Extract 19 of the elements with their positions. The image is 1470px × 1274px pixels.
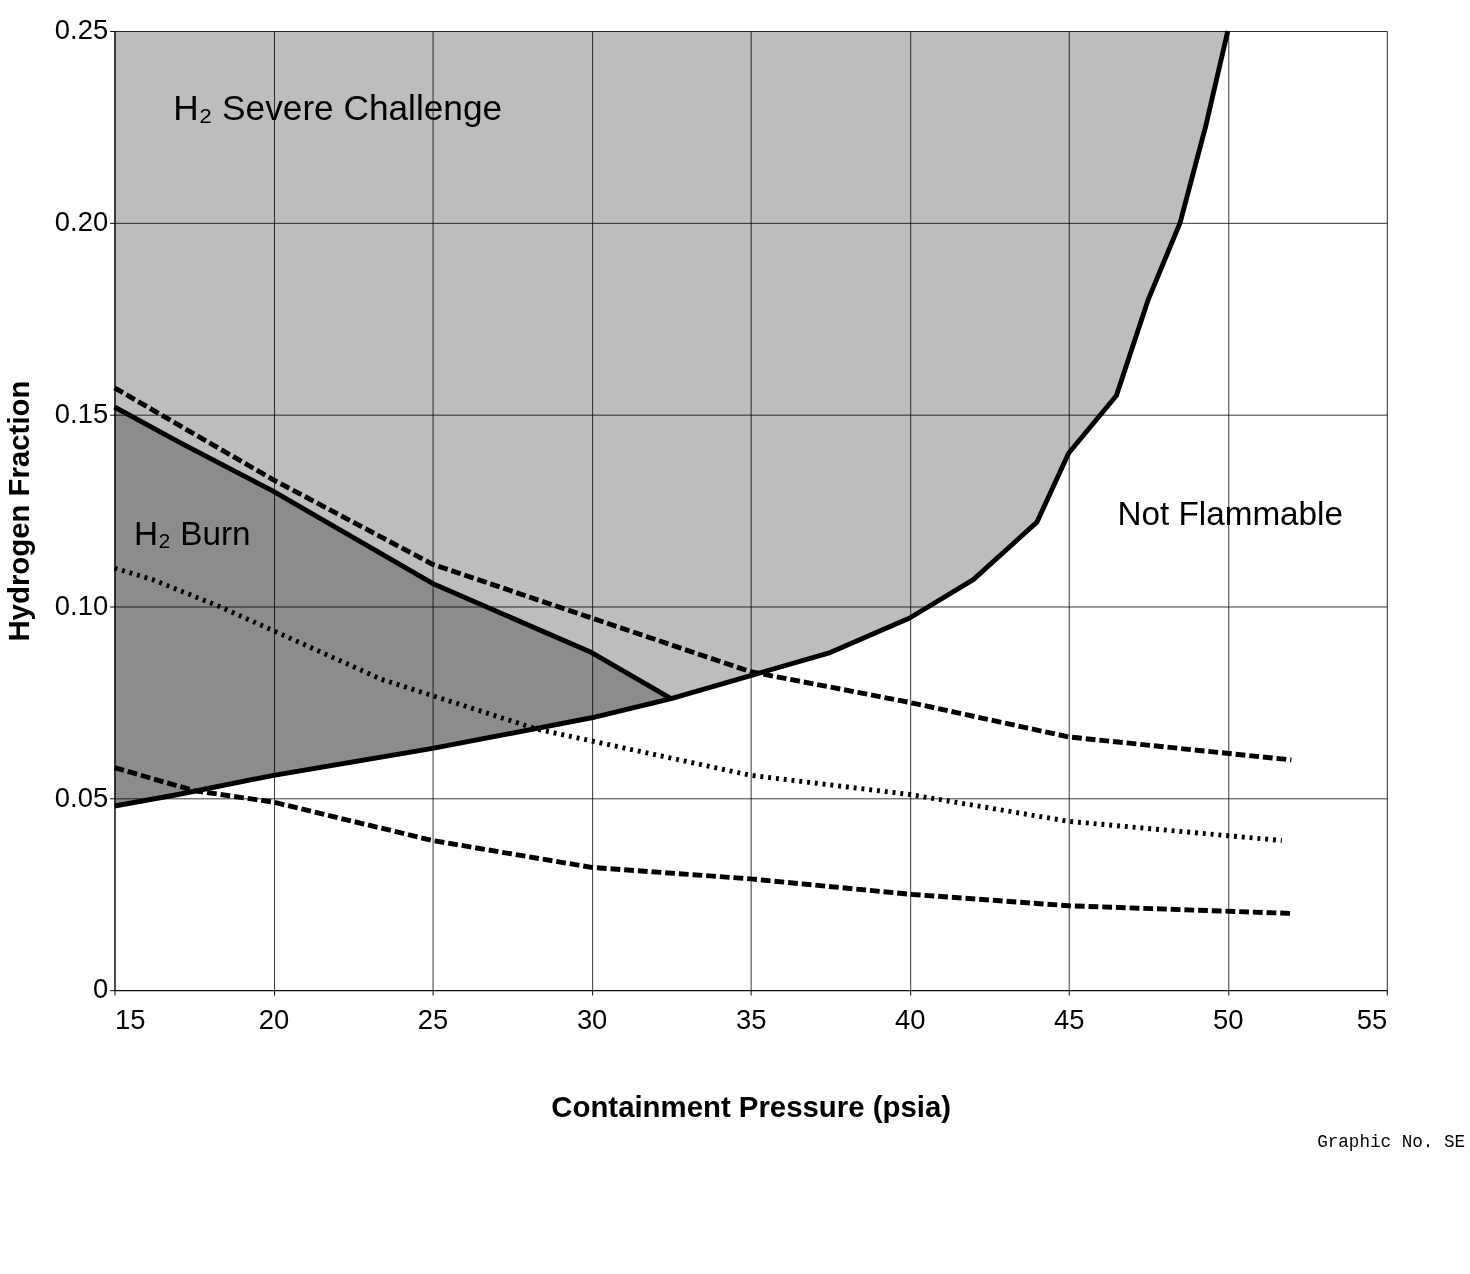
x-tick-label: 45 [1053,1003,1085,1035]
y-tick-label: 0.25 [54,14,109,46]
x-tick-label: 55 [1356,1003,1388,1035]
x-tick-label: 50 [1213,1003,1244,1035]
y-tick-label: 0 [92,973,109,1005]
x-tick-label: 35 [735,1003,767,1035]
y-axis-title: Hydrogen Fraction [2,380,36,642]
y-tick-label: 0.05 [54,781,109,813]
x-tick-label: 20 [258,1003,290,1035]
annotation: H₂ Burn [134,514,251,552]
text: Graphic No. SE [1317,1131,1466,1152]
x-axis-title: Containment Pressure (psia) [551,1089,952,1123]
y-tick-label: 0.20 [54,206,109,238]
y-tick-label: 0.10 [54,589,109,621]
x-tick-label: 25 [417,1003,449,1035]
y-tick-label: 0.15 [54,398,109,429]
x-tick-label: 40 [894,1003,926,1035]
x-tick-label: 15 [115,1003,146,1035]
x-tick-label: 30 [576,1003,608,1035]
